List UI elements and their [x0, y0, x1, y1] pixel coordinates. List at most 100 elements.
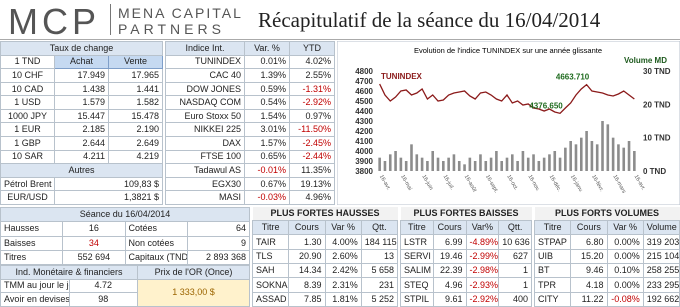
row: Titres 552 694 Capitaux (TND) 2 893 368: [0, 249, 251, 266]
cell: 10 SAR: [0, 149, 55, 165]
column-header: Vente: [108, 54, 163, 70]
volume-bar: [595, 144, 599, 171]
row: TAIR 1.30 4.00% 184 115: [251, 234, 399, 250]
cell: -11.50%: [289, 122, 335, 138]
cell: 9.61: [432, 291, 467, 307]
cell: 34: [62, 235, 126, 251]
y-tick-label: 4800: [355, 67, 373, 76]
y-tick-label: 3800: [355, 167, 373, 176]
volume-bar: [447, 157, 450, 171]
cell: 1.30: [288, 234, 326, 250]
table: PLUS FORTES HAUSSES Titre Cours Var % Qtt. TA…: [251, 207, 399, 307]
cell: 2.55%: [289, 68, 335, 83]
row: 1000 JPY 15.447 15.478: [0, 108, 163, 124]
y-tick-label: 4700: [355, 77, 373, 86]
cell: 552 694: [62, 249, 126, 266]
row: DOW JONES 0.59% -1.31%: [165, 81, 335, 97]
cell: -2.92%: [465, 291, 500, 307]
cell: 1.39%: [244, 68, 290, 83]
row: LSTR 6.99 -4.89% 10 636: [400, 234, 532, 250]
cell: 0.54%: [244, 95, 290, 110]
cell: -0.01%: [244, 163, 290, 178]
cell: MASI: [165, 190, 245, 205]
volume-bar: [452, 154, 456, 171]
cell: -0.08%: [606, 291, 644, 307]
cell: 15.447: [54, 108, 109, 124]
cell: SERVI: [400, 248, 434, 265]
row: STEQ 4.96 -2.93% 1: [400, 277, 532, 293]
cell: 10 636: [498, 234, 532, 250]
row: Ind. Monétaire & financiers Prix de l'OR …: [0, 265, 250, 280]
cell: -0.03%: [244, 190, 290, 205]
volume-bar: [516, 161, 519, 171]
cell: Non cotées: [124, 235, 188, 251]
volume-bar: [388, 154, 392, 171]
logo: MCP: [8, 1, 100, 42]
column-header: Var %: [324, 220, 362, 236]
cell: 1.582: [108, 95, 163, 110]
cell: 2.185: [54, 122, 109, 138]
row: Titre Cours Var % Qtt.: [251, 220, 399, 236]
session: Séance du 16/04/2014 Hausses 16 Cotées 64 Bai…: [0, 206, 251, 266]
cell: FTSE 100: [165, 149, 245, 165]
cell: STPAP: [533, 234, 572, 250]
table-title: Taux de change: [0, 41, 163, 56]
top-volumes: PLUS FORTS VOLUMES Titre Cours Var % Volume S…: [533, 207, 680, 307]
cell: 4.96: [432, 277, 467, 293]
row: TMM au jour le jour (%)4.721 333,00 $: [0, 278, 250, 307]
row: STPAP 6.80 0.00% 319 203: [533, 234, 680, 250]
gold-price: 1 333,00 $: [137, 278, 250, 307]
volume-bar: [611, 137, 615, 171]
row: CAC 40 1.39% 2.55%: [165, 68, 335, 83]
row: TPR 4.18 0.00% 233 295: [533, 277, 680, 293]
y-tick-label: 4600: [355, 87, 373, 96]
page-title: Récapitulatif de la séance du 16/04/2014: [258, 8, 601, 32]
cell: SOKNA: [251, 277, 290, 293]
volume-bar: [383, 161, 387, 171]
cell: 258 255: [642, 263, 680, 279]
y2-tick-label: 10 TND: [643, 134, 671, 143]
cell: 6.99: [432, 234, 467, 250]
cell: 9.46: [570, 263, 608, 279]
cell: 2.31%: [324, 277, 362, 293]
column-header: Var %: [606, 220, 644, 236]
volume-bar: [394, 151, 397, 171]
cell: 2.644: [54, 136, 109, 151]
cell: 0.97%: [289, 108, 335, 124]
cell: Pétrol Brent: [0, 176, 55, 192]
section-title: Autres: [0, 163, 163, 178]
cell: 1 GBP: [0, 136, 55, 151]
indices: Indice Int. Var. % YTD TUNINDEX 0.01% 4.02% CA…: [165, 41, 335, 205]
row: MASI -0.03% 4.96%: [165, 190, 335, 205]
row: UIB 15.20 0.00% 215 104: [533, 248, 680, 265]
row: PLUS FORTES HAUSSES: [252, 207, 398, 221]
divider: [110, 4, 111, 35]
cell: Tadawul AS: [165, 163, 245, 178]
monetary: Ind. Monétaire & financiers Prix de l'OR …: [0, 265, 250, 307]
cell: 1.57%: [244, 136, 290, 151]
cell: 17.949: [54, 68, 109, 83]
table-title: PLUS FORTS VOLUMES: [534, 207, 680, 221]
cell: -4.89%: [465, 234, 500, 250]
volume-bar: [564, 147, 567, 171]
cell: 1.441: [108, 81, 163, 97]
header: MCP MENA CAPITAL PARTNERS Récapitulatif …: [0, 0, 680, 42]
cell: 4.00%: [324, 234, 362, 250]
column-header: Var. %: [244, 41, 290, 56]
row: TLS 20.90 2.60% 13: [251, 248, 399, 265]
volume-bar: [542, 157, 546, 171]
row: Tadawul AS -0.01% 11.35%: [165, 163, 335, 178]
volume-bar: [431, 151, 435, 171]
volume-bar: [436, 157, 440, 171]
row: Titre Cours Var% Qtt.: [400, 220, 532, 236]
cell: 19.13%: [289, 176, 335, 192]
volume-bar: [574, 144, 578, 171]
cell: 0.00%: [606, 277, 644, 293]
cell: NIKKEI 225: [165, 122, 245, 138]
row: STPIL 9.61 -2.92% 400: [400, 291, 532, 307]
cell: 7.85: [288, 291, 326, 307]
volume-bar: [500, 161, 503, 171]
table: Indice Int. Var. % YTD TUNINDEX 0.01% 4.02% CA…: [165, 41, 335, 205]
volume-bar: [606, 124, 610, 171]
row: Hausses 16 Cotées 64: [0, 221, 251, 237]
